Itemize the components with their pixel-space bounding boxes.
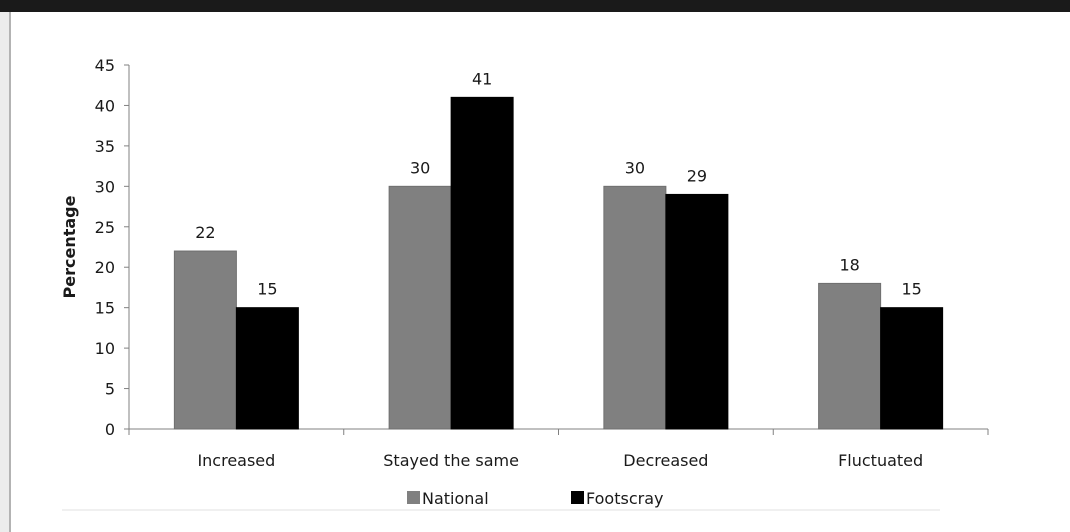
bar-national — [603, 185, 667, 430]
legend-swatch-footscray — [571, 491, 584, 504]
y-tick-label: 45 — [95, 56, 115, 75]
legend-label-footscray: Footscray — [586, 489, 663, 508]
legend-label-national: National — [422, 489, 489, 508]
chart-bars — [173, 96, 944, 430]
x-category-label: Fluctuated — [838, 451, 923, 470]
bar-footscray — [235, 307, 299, 430]
y-tick-label: 40 — [95, 96, 115, 115]
top-border — [0, 0, 1070, 12]
x-category-label: Increased — [197, 451, 275, 470]
bar-national — [388, 185, 452, 430]
bar-national — [173, 250, 237, 430]
chart-legend: National Footscray — [62, 489, 940, 511]
data-label: 30 — [410, 158, 430, 177]
chart-axes: 0 5 10 15 20 25 30 35 40 45 Increased Stayed the sa… — [60, 56, 989, 470]
bar-footscray — [665, 193, 729, 430]
data-label: 18 — [839, 255, 859, 274]
bar-national — [818, 282, 882, 430]
data-label: 15 — [257, 280, 277, 299]
data-label: 15 — [901, 280, 921, 299]
y-tick-label: 15 — [95, 299, 115, 318]
y-tick-label: 10 — [95, 339, 115, 358]
data-label: 22 — [195, 223, 215, 242]
y-tick-label: 25 — [95, 218, 115, 237]
y-tick-label: 35 — [95, 137, 115, 156]
y-tick-label: 0 — [105, 420, 115, 439]
left-border — [0, 12, 11, 532]
chart-data-labels: 22 15 30 41 30 29 18 15 — [195, 69, 922, 298]
y-axis-title: Percentage — [60, 195, 79, 298]
data-label: 29 — [687, 166, 707, 185]
y-tick-label: 20 — [95, 258, 115, 277]
x-category-label: Decreased — [623, 451, 708, 470]
data-label: 41 — [472, 69, 492, 88]
x-category-label: Stayed the same — [383, 451, 519, 470]
bar-footscray — [450, 96, 514, 430]
legend-swatch-national — [407, 491, 420, 504]
data-label: 30 — [625, 158, 645, 177]
bar-footscray — [880, 307, 944, 430]
y-tick-label: 30 — [95, 177, 115, 196]
y-tick-label: 5 — [105, 380, 115, 399]
